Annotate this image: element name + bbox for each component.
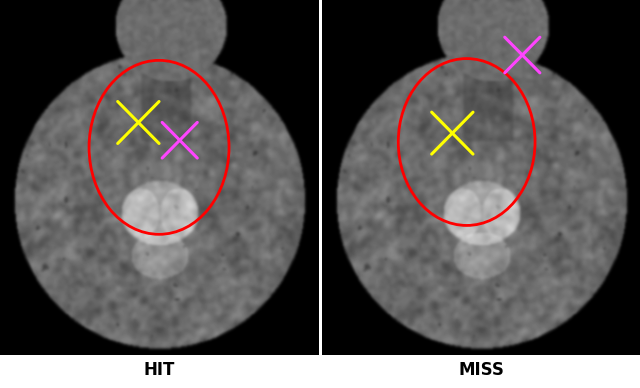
Text: MISS: MISS — [458, 361, 504, 379]
Text: HIT: HIT — [143, 361, 175, 379]
